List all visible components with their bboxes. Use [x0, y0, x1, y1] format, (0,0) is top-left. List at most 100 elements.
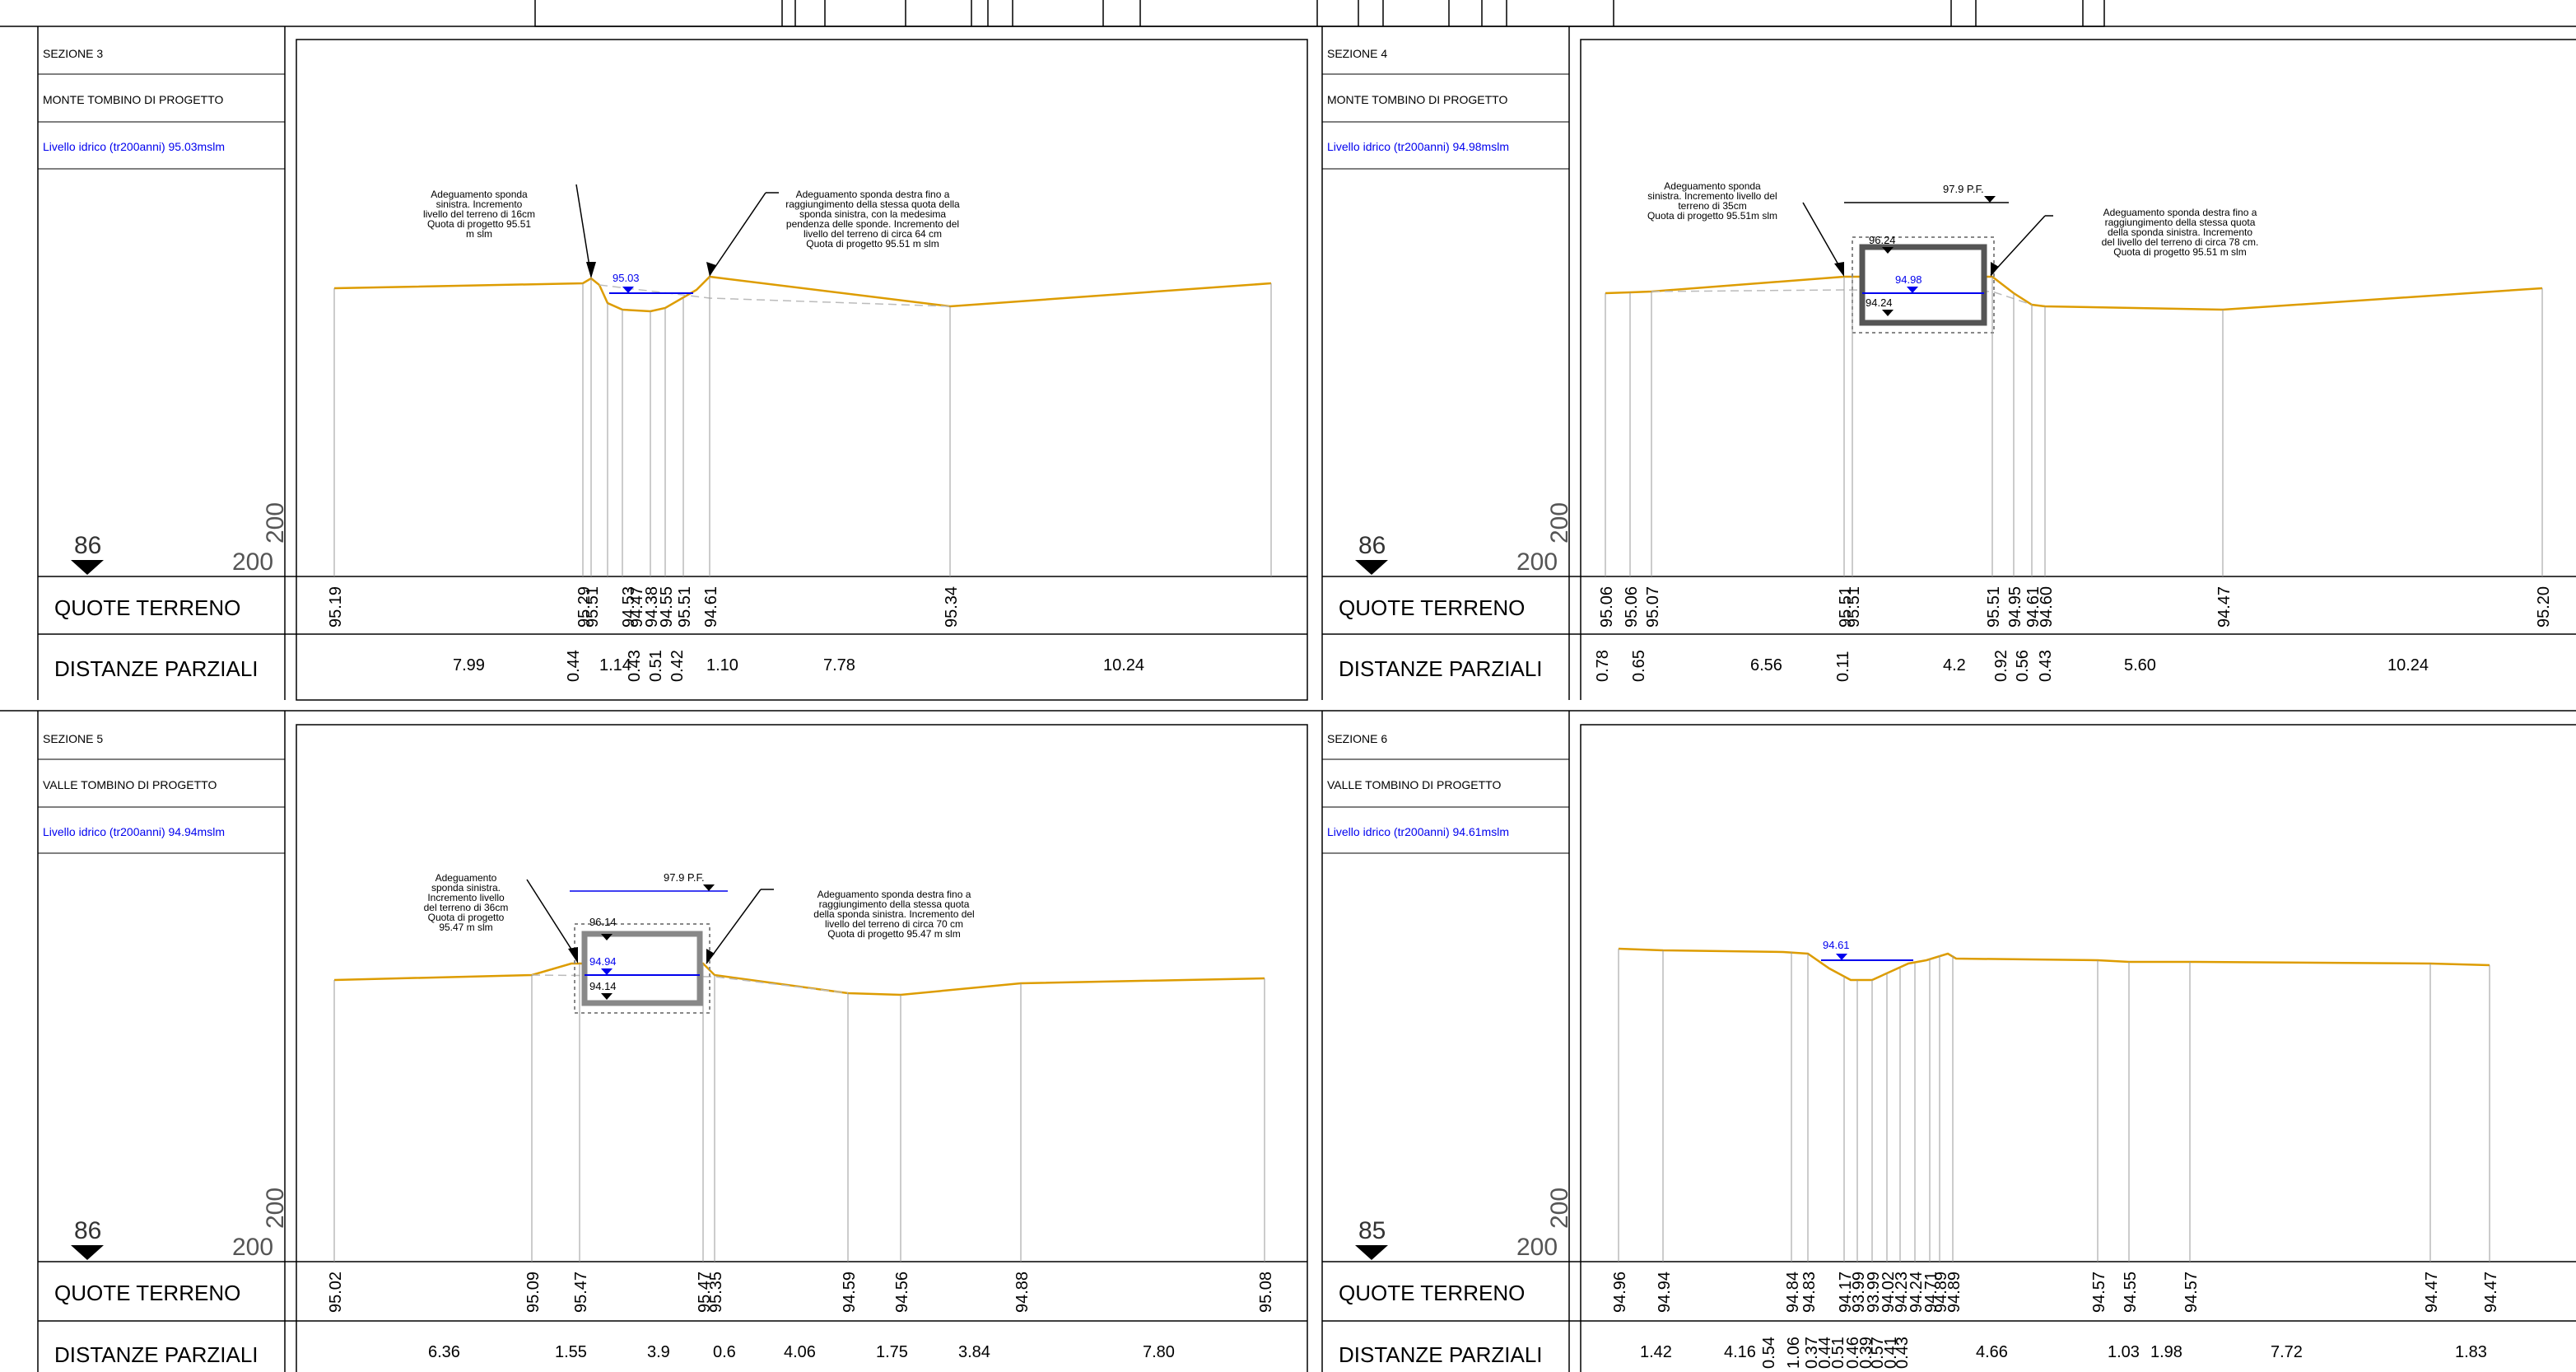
elevation-value: 95.29 [575, 586, 594, 628]
datum-label: 86 [74, 1217, 101, 1244]
top-marker-icon [601, 934, 613, 940]
distance-value: 0.44 [1816, 1337, 1834, 1369]
distance-value: 1.10 [706, 656, 738, 674]
distance-value: 0.51 [647, 650, 665, 682]
datum-label: 86 [74, 532, 101, 559]
distance-value: 0.54 [1760, 1337, 1778, 1369]
elevation-value: 95.35 [707, 1272, 725, 1313]
arrow-icon [586, 262, 596, 278]
section-drawing: 94.61 [1618, 939, 2490, 1262]
annotation-note: Adeguamento [436, 872, 497, 884]
distance-value: 3.9 [647, 1343, 670, 1361]
distance-value: 1.06 [1785, 1337, 1803, 1369]
distance-value: 3.84 [958, 1343, 990, 1361]
distances-row-header: DISTANZE PARZIALI [1339, 656, 1543, 681]
distance-value: 1.42 [1640, 1343, 1672, 1361]
elevation-value: 94.96 [1611, 1272, 1629, 1313]
elevation-value: 95.51 [676, 586, 694, 628]
elevation-value: 95.09 [524, 1272, 543, 1313]
annotation-note: del livello del terreno di circa 78 cm. [2102, 236, 2259, 248]
scale-h-label: 200 [1516, 548, 1558, 576]
distance-value: 0.57 [1869, 1337, 1887, 1369]
distance-value: 1.55 [555, 1343, 587, 1361]
arrow-icon [1991, 262, 1999, 277]
annotation-note: della sponda sinistra. Incremento [2108, 226, 2252, 238]
level-label: 95.03 [613, 272, 640, 284]
annotation-note: Incremento livello [427, 892, 505, 903]
distance-value: 0.6 [713, 1343, 736, 1361]
distance-value: 0.56 [2014, 650, 2032, 682]
distance-value: 0.37 [1803, 1337, 1821, 1369]
distance-value: 0.39 [1857, 1337, 1875, 1369]
elevation-value: 94.61 [2024, 586, 2043, 628]
elevation-value: 94.55 [2122, 1272, 2140, 1313]
distance-value: 0.42 [668, 650, 687, 682]
level-label: 94.98 [1895, 273, 1922, 286]
top-table-fragment [534, 0, 2105, 27]
annotation-note: Quota di progetto 95.47 m slm [827, 928, 960, 940]
elevation-value: 94.89 [1932, 1272, 1950, 1313]
datum-triangle-icon [71, 1245, 104, 1260]
section-title: SEZIONE 5 [43, 732, 103, 745]
elevation-value: 93.99 [1865, 1272, 1883, 1313]
scale-h-label: 200 [232, 548, 273, 576]
elevation-value: 95.20 [2535, 586, 2553, 628]
annotation-note: sponda sinistra, con la medesima [799, 208, 946, 220]
annotation-note: terreno di 35cm [1678, 200, 1746, 212]
section-panel-3: SEZIONE 3 MONTE TOMBINO DI PROGETTO Live… [0, 26, 1317, 701]
level-label: 94.94 [589, 955, 617, 968]
level-label: 96.24 [1869, 234, 1896, 246]
elevation-value: 94.60 [2038, 586, 2056, 628]
distance-value: 1.83 [2455, 1343, 2487, 1361]
distance-value: 0.44 [565, 650, 583, 682]
annotation-note: livello del terreno di 16cm [423, 208, 535, 220]
annotation-note: livello del terreno di circa 70 cm [825, 918, 963, 930]
section-panel-5: SEZIONE 5 VALLE TOMBINO DI PROGETTO Live… [0, 710, 1317, 1372]
elevation-value: 95.47 [572, 1272, 590, 1313]
section-drawing: 95.03 [333, 184, 1272, 576]
elevation-value: 95.06 [1623, 586, 1641, 628]
elevation-value: 94.57 [2182, 1272, 2201, 1313]
water-level-text: Livello idrico (tr200anni) 94.98mslm [1327, 140, 1509, 153]
elevation-value: 94.47 [628, 586, 646, 628]
level-label: 94.61 [1823, 939, 1850, 951]
elevations-row-header: QUOTE TERRENO [54, 1281, 240, 1305]
level-label: 96.14 [589, 916, 617, 928]
annotation-note: m slm [466, 228, 492, 240]
distance-value: 0.43 [626, 650, 644, 682]
bottom-marker-icon [1882, 310, 1894, 316]
elevation-value: 94.89 [1945, 1272, 1963, 1313]
elevations-row-header: QUOTE TERRENO [54, 595, 240, 620]
section-title: SEZIONE 3 [43, 47, 103, 60]
distance-value: 6.56 [1750, 656, 1782, 674]
distance-value: 0.43 [2037, 650, 2055, 682]
arrow-icon [568, 947, 578, 964]
section-panel-4: SEZIONE 4 MONTE TOMBINO DI PROGETTO Live… [1317, 26, 2576, 700]
floor-level-label: 97.9 P.F. [1943, 183, 1984, 195]
datum-triangle-icon [1355, 560, 1388, 575]
elevation-value: 93.99 [1850, 1272, 1868, 1313]
water-level-marker-icon [1907, 287, 1918, 293]
annotation-note: Quota di progetto 95.51m slm [1647, 210, 1777, 222]
datum-label: 85 [1358, 1217, 1386, 1244]
water-level-text: Livello idrico (tr200anni) 94.61mslm [1327, 825, 1509, 838]
elevation-value: 94.94 [1656, 1272, 1674, 1313]
distance-value: 0.46 [1844, 1337, 1862, 1369]
elevation-value: 95.51 [1985, 586, 2003, 628]
elevation-value: 94.95 [2006, 586, 2024, 628]
water-level-marker-icon [1836, 954, 1847, 960]
scale-v-label: 200 [1546, 1188, 1573, 1229]
datum-triangle-icon [1355, 1245, 1388, 1260]
arrow-icon [706, 949, 715, 964]
distances-row-header: DISTANZE PARZIALI [1339, 1342, 1543, 1367]
section-title: SEZIONE 6 [1327, 732, 1387, 745]
distance-value: 0.51 [1829, 1337, 1847, 1369]
elevation-value: 95.02 [327, 1272, 345, 1313]
water-level-text: Livello idrico (tr200anni) 94.94mslm [43, 825, 225, 838]
distance-value: 0.65 [1630, 650, 1648, 682]
elevation-value: 94.59 [841, 1272, 859, 1313]
distance-value: 7.80 [1143, 1343, 1175, 1361]
section-location: MONTE TOMBINO DI PROGETTO [43, 93, 223, 106]
section-drawing: 94.94 96.14 94.14 97.9 P.F. [333, 871, 1265, 1262]
